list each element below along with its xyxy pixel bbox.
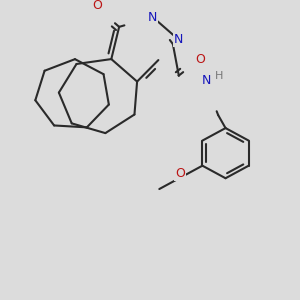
Text: O: O — [93, 0, 103, 12]
Text: N: N — [148, 11, 158, 24]
Text: H: H — [215, 70, 224, 80]
Text: O: O — [175, 167, 185, 180]
Text: N: N — [174, 33, 183, 46]
Text: O: O — [196, 53, 206, 66]
Text: N: N — [202, 74, 211, 87]
